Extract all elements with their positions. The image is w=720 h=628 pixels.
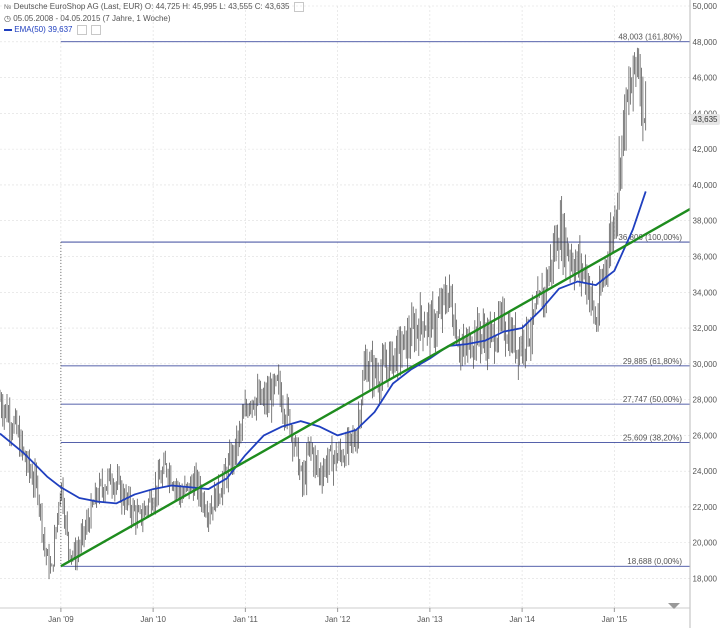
fib-level-label: 27,747 (50,00%) [623, 395, 682, 404]
trendline[interactable] [60, 208, 691, 568]
y-tick-label: 38,000 [693, 217, 718, 226]
y-tick-label: 40,000 [693, 181, 718, 190]
instrument-header: № Deutsche EuroShop AG (Last, EUR) O: 44… [4, 2, 304, 12]
current-price-label: 43,635 [690, 113, 720, 125]
y-tick-label: 48,000 [693, 38, 718, 47]
fib-level-label: 36,806 (100,00%) [618, 233, 682, 242]
range-header: ◷ 05.05.2008 - 04.05.2015 (7 Jahre, 1 Wo… [4, 14, 171, 23]
grid-lines [0, 5, 690, 608]
y-tick-label: 24,000 [693, 467, 718, 476]
x-tick-label: Jan '12 [325, 615, 351, 624]
x-axis: Jan '09 Jan '10 Jan '11 Jan '12 Jan '13 Jan '… [0, 607, 690, 624]
x-tick-label: Jan '14 [509, 615, 535, 624]
chart-type-icon[interactable]: № [4, 4, 12, 12]
y-tick-label: 32,000 [693, 324, 718, 333]
y-tick-label: 26,000 [693, 431, 718, 440]
y-tick-label: 18,000 [693, 575, 718, 584]
y-tick-label: 44,000 [693, 109, 718, 118]
fib-level-label: 18,688 (0,00%) [627, 557, 682, 566]
price-candles [0, 47, 647, 580]
y-tick-label: 34,000 [693, 288, 718, 297]
y-tick-label: 36,000 [693, 252, 718, 261]
y-tick-label: 28,000 [693, 396, 718, 405]
y-tick-label: 20,000 [693, 539, 718, 548]
support-trendline[interactable] [60, 208, 691, 568]
ema-legend-swatch [4, 29, 12, 31]
x-tick-label: Jan '13 [417, 615, 443, 624]
ema-remove-button[interactable] [90, 25, 101, 35]
x-tick-label: Jan '15 [602, 615, 628, 624]
y-tick-label: 42,000 [693, 145, 718, 154]
y-tick-label: 46,000 [693, 74, 718, 83]
clock-icon: ◷ [4, 14, 11, 23]
y-tick-label: 30,000 [693, 360, 718, 369]
fibonacci-levels: 48,003 (161,80%) 36,806 (100,00%) 29,885 (… [60, 33, 690, 567]
scroll-down-arrow[interactable] [668, 603, 680, 609]
fib-level-label: 48,003 (161,80%) [618, 33, 682, 42]
instrument-title: Deutsche EuroShop AG (Last, EUR) O: 44,7… [13, 2, 290, 12]
ema-settings-button[interactable] [76, 25, 87, 35]
ema-legend: EMA(50) 39,637 [4, 25, 101, 35]
ema-line [0, 191, 647, 505]
scroll-down-icon[interactable] [668, 603, 680, 609]
x-tick-label: Jan '10 [140, 615, 166, 624]
range-text: 05.05.2008 - 04.05.2015 (7 Jahre, 1 Woch… [13, 14, 171, 23]
ema-legend-label: EMA(50) 39,637 [14, 25, 73, 35]
x-tick-label: Jan '09 [48, 615, 74, 624]
fib-level-label: 29,885 (61,80%) [623, 357, 682, 366]
settings-button[interactable] [293, 2, 304, 12]
fib-level-label: 25,609 (38,20%) [623, 433, 682, 442]
y-axis: 18,000 20,000 22,000 24,000 26,000 28,000 30,0… [689, 0, 718, 628]
y-tick-label: 22,000 [693, 503, 718, 512]
x-tick-label: Jan '11 [233, 615, 259, 624]
y-tick-label: 50,000 [693, 2, 718, 11]
ema-50-line [0, 191, 647, 505]
